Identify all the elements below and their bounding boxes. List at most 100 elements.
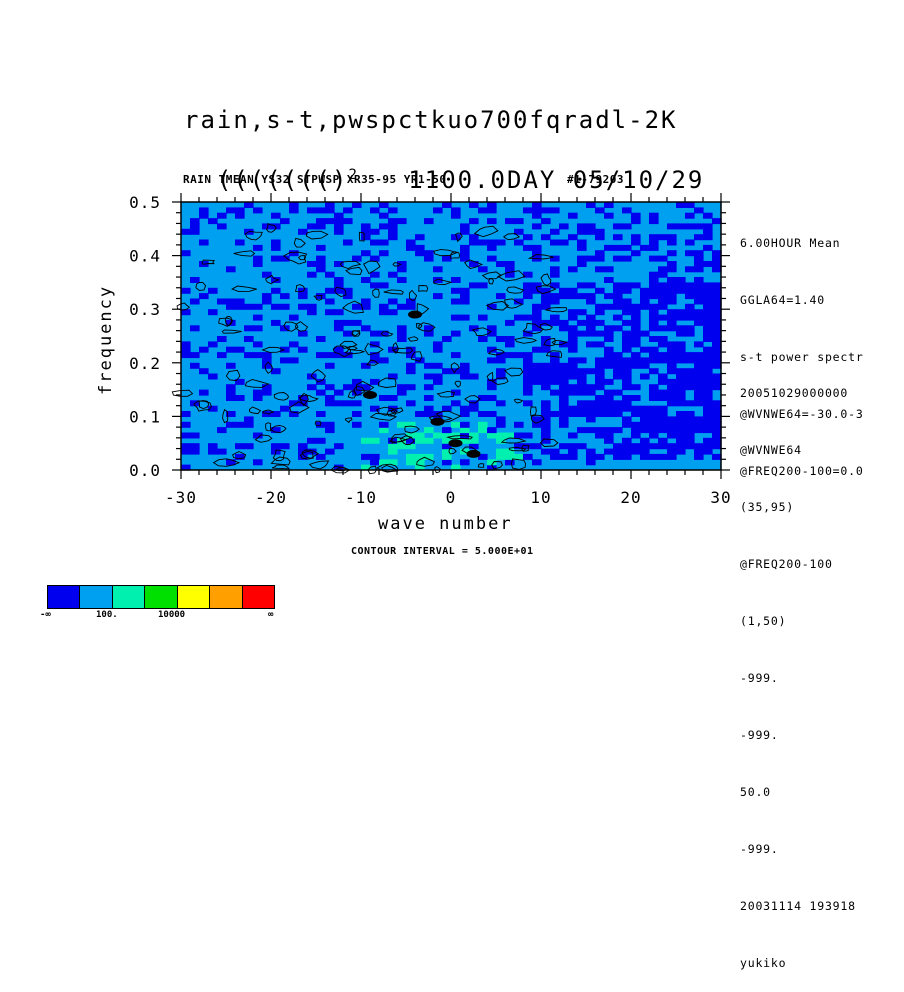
heatmap-cell <box>667 389 677 396</box>
heatmap-cell <box>667 395 677 401</box>
heatmap-cell <box>667 432 677 439</box>
side-meta-line: (1,50) <box>740 614 787 628</box>
heatmap-cell <box>658 336 668 342</box>
heatmap-cell <box>559 384 569 391</box>
contour-line <box>500 437 527 444</box>
heatmap-cell <box>442 427 452 434</box>
heatmap-cell <box>469 202 479 208</box>
heatmap-cell <box>667 346 677 353</box>
heatmap-cell <box>622 443 632 450</box>
heatmap-cell <box>622 336 632 342</box>
heatmap-cell <box>316 352 326 359</box>
heatmap-cell <box>523 244 533 251</box>
contour-line <box>410 351 423 362</box>
heatmap-cell <box>658 293 668 300</box>
heatmap-cell <box>577 357 587 364</box>
heatmap-cell <box>667 357 677 364</box>
heatmap-cell <box>586 400 596 407</box>
heatmap-cell <box>280 357 290 364</box>
heatmap-cell <box>631 427 641 434</box>
heatmap-cell <box>487 346 497 353</box>
heatmap-cell <box>253 314 263 321</box>
heatmap-cell <box>703 389 713 396</box>
heatmap-cell <box>235 212 245 219</box>
heatmap-cell <box>631 341 641 348</box>
contour-line <box>450 362 460 374</box>
contour-line <box>388 436 408 443</box>
contour-line <box>408 289 418 301</box>
heatmap-cell <box>631 362 641 369</box>
heatmap-cell <box>460 244 470 251</box>
heatmap-cell <box>451 234 461 241</box>
heatmap-cell <box>496 400 506 407</box>
heatmap-cell <box>622 341 632 348</box>
heatmap-cell <box>415 464 425 471</box>
heatmap-cell <box>199 368 209 375</box>
heatmap-cell <box>712 421 722 428</box>
heatmap-cell <box>253 341 263 348</box>
heatmap-cell <box>325 202 335 208</box>
heatmap-cell <box>631 309 641 316</box>
side-meta-line: 50.0 <box>740 785 771 799</box>
heatmap-cell <box>667 250 677 257</box>
heatmap-cell <box>325 271 335 278</box>
colorbar-swatch <box>79 586 112 608</box>
heatmap-cell <box>550 357 560 364</box>
heatmap-cell <box>568 341 578 348</box>
heatmap-cell <box>523 352 533 359</box>
heatmap-cell <box>613 368 623 375</box>
x-tick-label: -30 <box>165 488 197 507</box>
heatmap-cell <box>298 330 308 337</box>
contour-line <box>232 451 247 460</box>
contour-line <box>294 321 309 332</box>
heatmap-cell <box>316 437 326 444</box>
heatmap-cell <box>523 389 533 396</box>
heatmap-cell <box>568 293 578 300</box>
heatmap-cell <box>703 330 713 337</box>
heatmap-cell <box>262 389 272 396</box>
heatmap-cell <box>622 309 632 316</box>
contour-line <box>341 300 364 314</box>
heatmap-cell <box>397 218 407 225</box>
heatmap-cell <box>622 437 632 444</box>
heatmap-cell <box>676 314 686 321</box>
heatmap-cell <box>658 314 668 321</box>
heatmap-cell <box>712 400 722 407</box>
heatmap-cell <box>703 228 713 235</box>
heatmap-cell <box>541 303 551 310</box>
heatmap-cell <box>595 368 605 375</box>
contour-line <box>464 259 484 269</box>
contour-line <box>428 415 453 422</box>
heatmap-cell <box>550 411 560 417</box>
heatmap-cell <box>298 293 308 300</box>
heatmap-cell <box>460 250 470 257</box>
heatmap-cell <box>370 378 380 385</box>
heatmap-cell <box>703 282 713 289</box>
heatmap-cell <box>325 448 335 455</box>
heatmap-cell <box>577 228 587 235</box>
heatmap-cell <box>712 416 722 423</box>
heatmap-cell <box>703 293 713 300</box>
heatmap-cell <box>487 432 497 439</box>
heatmap-cell <box>190 352 200 359</box>
heatmap-cell <box>253 432 263 439</box>
heatmap-cell <box>658 234 668 241</box>
heatmap-cell <box>433 346 443 353</box>
heatmap-cell <box>613 314 623 321</box>
heatmap-cell <box>316 244 326 251</box>
heatmap-cell <box>694 443 704 450</box>
heatmap-cell <box>325 427 335 434</box>
heatmap-cell <box>604 411 614 417</box>
heatmap-cell <box>406 453 416 460</box>
heatmap-cell <box>451 314 461 321</box>
heatmap-cell <box>694 261 704 267</box>
heatmap-cell <box>451 352 461 359</box>
contour-line <box>506 286 525 294</box>
heatmap-cell <box>406 239 416 246</box>
colorbar-label-100: 100. <box>96 610 118 620</box>
heatmap-cell <box>505 448 515 455</box>
heatmap-cell <box>343 319 353 326</box>
heatmap-cell <box>334 261 344 267</box>
heatmap-cell <box>667 453 677 460</box>
heatmap-cell <box>424 362 434 369</box>
